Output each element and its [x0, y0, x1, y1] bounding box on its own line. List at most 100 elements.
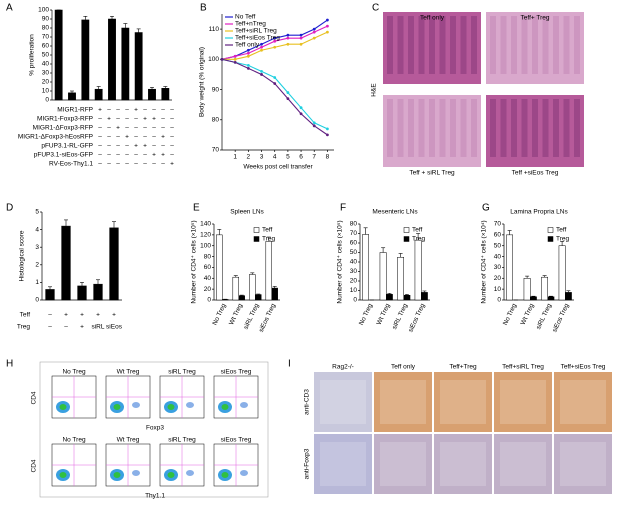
table-cell: –: [134, 125, 138, 132]
tissue-crypt: [418, 16, 425, 74]
y-tick-label: 50: [42, 52, 50, 59]
marker: [260, 45, 263, 49]
bar: [108, 18, 116, 101]
ihc-image: [434, 434, 492, 494]
table-row-label: pFUP3.1-siEos-GFP: [34, 152, 93, 159]
bar: [94, 88, 103, 101]
ihc-image: [554, 372, 612, 432]
cell-population: [240, 402, 248, 408]
legend-swatch: [253, 227, 260, 233]
marker: [273, 39, 277, 43]
panel-frame: [39, 361, 269, 498]
table-cell: –: [116, 134, 120, 141]
cell-population: [240, 470, 248, 476]
tissue-crypt: [542, 16, 549, 74]
y-tick-label: 60: [42, 43, 50, 50]
tissue-crypt: [563, 16, 570, 74]
y-tick-label: 60: [494, 232, 502, 239]
y-tick-label: 0: [497, 297, 501, 304]
table-cell: –: [107, 125, 111, 132]
table-cell: –: [125, 152, 129, 159]
table-cell: +: [134, 143, 138, 150]
y-axis-label: Number of CD4⁺ cells (×10⁵): [191, 220, 198, 303]
table-cell: –: [161, 125, 165, 132]
tissue-crypt: [490, 16, 496, 74]
y-tick-label: 5: [35, 209, 39, 216]
y-tick-label: 10: [350, 287, 358, 294]
y-tick-label: 90: [212, 86, 220, 93]
table-cell: –: [116, 161, 120, 168]
table-cell: –: [107, 152, 111, 159]
y-axis-label: CD4: [31, 459, 38, 472]
table-cell: –: [98, 161, 102, 168]
table-cell: +: [161, 152, 165, 159]
column-title: Rag2-/-: [332, 364, 354, 371]
plot-title: No Treg: [62, 437, 86, 444]
bar: [148, 88, 156, 101]
ihc-texture: [320, 442, 366, 486]
marker: [286, 91, 290, 94]
tissue-crypt: [387, 16, 393, 74]
table-cell: –: [116, 107, 120, 114]
table-cell: –: [134, 152, 138, 159]
y-tick-label: 80: [350, 221, 358, 228]
bar: [565, 292, 572, 301]
plot-title: siEos Treg: [221, 369, 252, 376]
marker: [299, 33, 303, 37]
ihc-image: [434, 372, 492, 432]
marker: [312, 30, 316, 34]
y-tick-label: 80: [42, 25, 50, 32]
legend-swatch: [253, 236, 260, 242]
bar: [379, 252, 387, 301]
cell-population-core: [113, 472, 121, 478]
y-tick-label: 0: [45, 97, 49, 104]
table-cell: +: [116, 125, 120, 132]
ihc-texture: [500, 442, 546, 486]
table-row-label: Treg: [17, 324, 31, 331]
marker: [246, 54, 250, 58]
y-tick-label: 3: [35, 244, 39, 251]
y-axis-label: Histological score: [19, 230, 26, 281]
table-cell: –: [107, 161, 111, 168]
table-cell: –: [170, 152, 174, 159]
table-cell: –: [161, 116, 165, 123]
x-tick-label: 5: [286, 154, 290, 161]
tissue-crypt: [553, 16, 559, 74]
y-tick-label: 60: [350, 240, 358, 247]
bar: [109, 227, 119, 301]
table-cell: +: [143, 116, 147, 123]
bar: [523, 278, 531, 301]
marker: [233, 60, 237, 64]
table-row-label: MIGR1-ΔFoxp3-RFP: [33, 125, 93, 132]
table-cell: +: [143, 143, 147, 150]
table-cell: +: [125, 134, 129, 141]
table-cell: –: [64, 324, 68, 331]
x-tick-label: 4: [273, 154, 277, 161]
marker: [246, 67, 250, 70]
table-cell: –: [107, 107, 111, 114]
table-cell: +: [152, 116, 156, 123]
bar: [232, 276, 239, 301]
ihc-texture: [320, 380, 366, 424]
bar: [397, 257, 405, 301]
table-cell: +: [112, 312, 116, 319]
panel-letter: H: [6, 359, 13, 370]
y-tick-label: 0: [207, 297, 211, 304]
table-cell: –: [98, 134, 102, 141]
bar: [530, 296, 537, 301]
tissue-crypt: [532, 99, 538, 157]
y-tick-label: 100: [200, 242, 211, 249]
table-cell: +: [80, 312, 84, 319]
image-title: Teff+ Treg: [521, 15, 550, 22]
y-tick-label: 20: [204, 286, 212, 293]
bar: [45, 289, 55, 301]
tissue-crypt: [521, 16, 528, 74]
tissue-crypt: [408, 16, 414, 74]
table-cell: –: [134, 161, 138, 168]
legend-label: Teff only: [235, 42, 260, 49]
cell-population-core: [221, 404, 229, 410]
table-cell: –: [98, 143, 102, 150]
y-axis-label: CD4: [31, 391, 38, 404]
ihc-image: [554, 434, 612, 494]
table-cell: –: [48, 324, 52, 331]
